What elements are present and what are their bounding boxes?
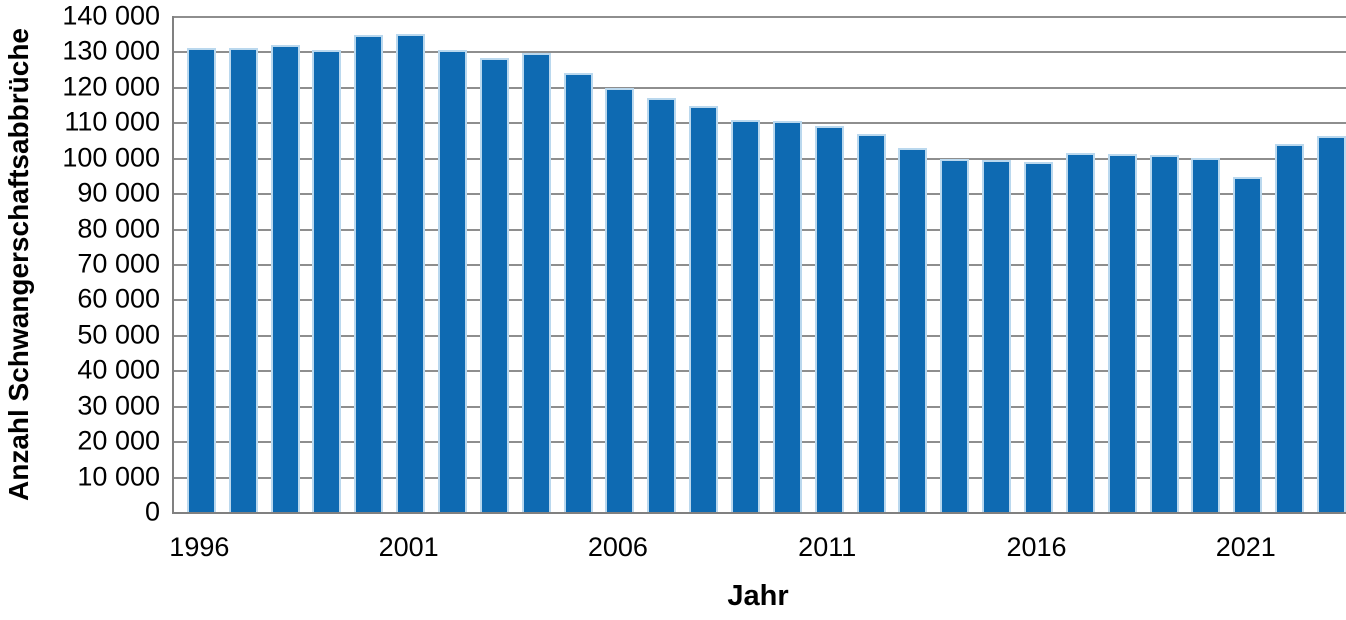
bar-2023 <box>1317 135 1346 512</box>
bar-2005 <box>563 72 593 512</box>
y-tick-label-140000: 140 000 <box>62 0 160 31</box>
gridline-50000 <box>174 334 1346 337</box>
y-tick-label-80000: 80 000 <box>77 213 160 244</box>
x-tick-label-2021: 2021 <box>1215 532 1276 562</box>
bar-2003 <box>479 58 509 512</box>
gridline-10000 <box>174 476 1346 479</box>
y-tick-label-70000: 70 000 <box>77 248 160 279</box>
y-tick-label-120000: 120 000 <box>62 71 160 102</box>
bar-2016 <box>1024 162 1053 512</box>
bar-2013 <box>898 147 928 512</box>
x-tick-label-2006: 2006 <box>587 532 648 562</box>
bar-2004 <box>521 52 551 512</box>
bar-2002 <box>438 50 467 512</box>
bar-2020 <box>1191 157 1221 512</box>
bar-2008 <box>689 106 719 512</box>
bar-2014 <box>940 158 970 512</box>
y-tick-label-0: 0 <box>144 496 160 527</box>
bar-2009 <box>731 119 760 512</box>
plot-area <box>172 16 1346 514</box>
bar-2011 <box>814 126 844 512</box>
gridline-60000 <box>174 299 1346 302</box>
bar-2017 <box>1065 153 1095 512</box>
x-tick-label-2011: 2011 <box>798 532 857 562</box>
gridline-110000 <box>174 122 1346 125</box>
gridline-90000 <box>174 193 1346 196</box>
y-tick-label-90000: 90 000 <box>77 177 160 208</box>
bar-2010 <box>772 120 802 512</box>
y-tick-label-20000: 20 000 <box>77 425 160 456</box>
bar-2021 <box>1233 176 1263 512</box>
y-tick-label-100000: 100 000 <box>62 142 160 173</box>
gridline-80000 <box>174 228 1346 231</box>
gridline-130000 <box>174 51 1346 54</box>
y-tick-label-110000: 110 000 <box>64 106 160 137</box>
y-tick-label-50000: 50 000 <box>77 319 160 350</box>
bar-2000 <box>354 35 384 512</box>
gridline-70000 <box>174 264 1346 266</box>
y-tick-label-40000: 40 000 <box>77 354 160 385</box>
bar-2001 <box>396 33 426 512</box>
bar-1999 <box>312 49 342 512</box>
x-tick-label-2001: 2001 <box>378 532 439 562</box>
gridline-120000 <box>174 86 1346 89</box>
y-tick-label-30000: 30 000 <box>77 390 160 421</box>
y-tick-label-130000: 130 000 <box>62 35 160 66</box>
x-tick-label-2016: 2016 <box>1006 532 1067 562</box>
bar-2022 <box>1275 143 1305 512</box>
x-tick-label-1996: 1996 <box>169 532 230 562</box>
bar-2007 <box>647 97 677 512</box>
y-tick-label-60000: 60 000 <box>77 283 160 314</box>
bar-2006 <box>605 87 635 512</box>
gridline-20000 <box>174 441 1346 444</box>
bar-2015 <box>982 160 1012 512</box>
bar-2012 <box>856 133 886 512</box>
bar-1997 <box>228 48 258 512</box>
y-tick-label-10000: 10 000 <box>77 461 160 492</box>
gridline-40000 <box>174 370 1346 373</box>
gridline-100000 <box>174 157 1346 160</box>
bar-2018 <box>1107 154 1137 512</box>
gridline-140000 <box>174 16 1346 18</box>
bar-2019 <box>1149 154 1179 512</box>
bar-1996 <box>186 48 216 512</box>
x-axis-title: Jahr <box>727 580 789 612</box>
bar-1998 <box>270 45 300 512</box>
gridline-30000 <box>174 405 1346 408</box>
